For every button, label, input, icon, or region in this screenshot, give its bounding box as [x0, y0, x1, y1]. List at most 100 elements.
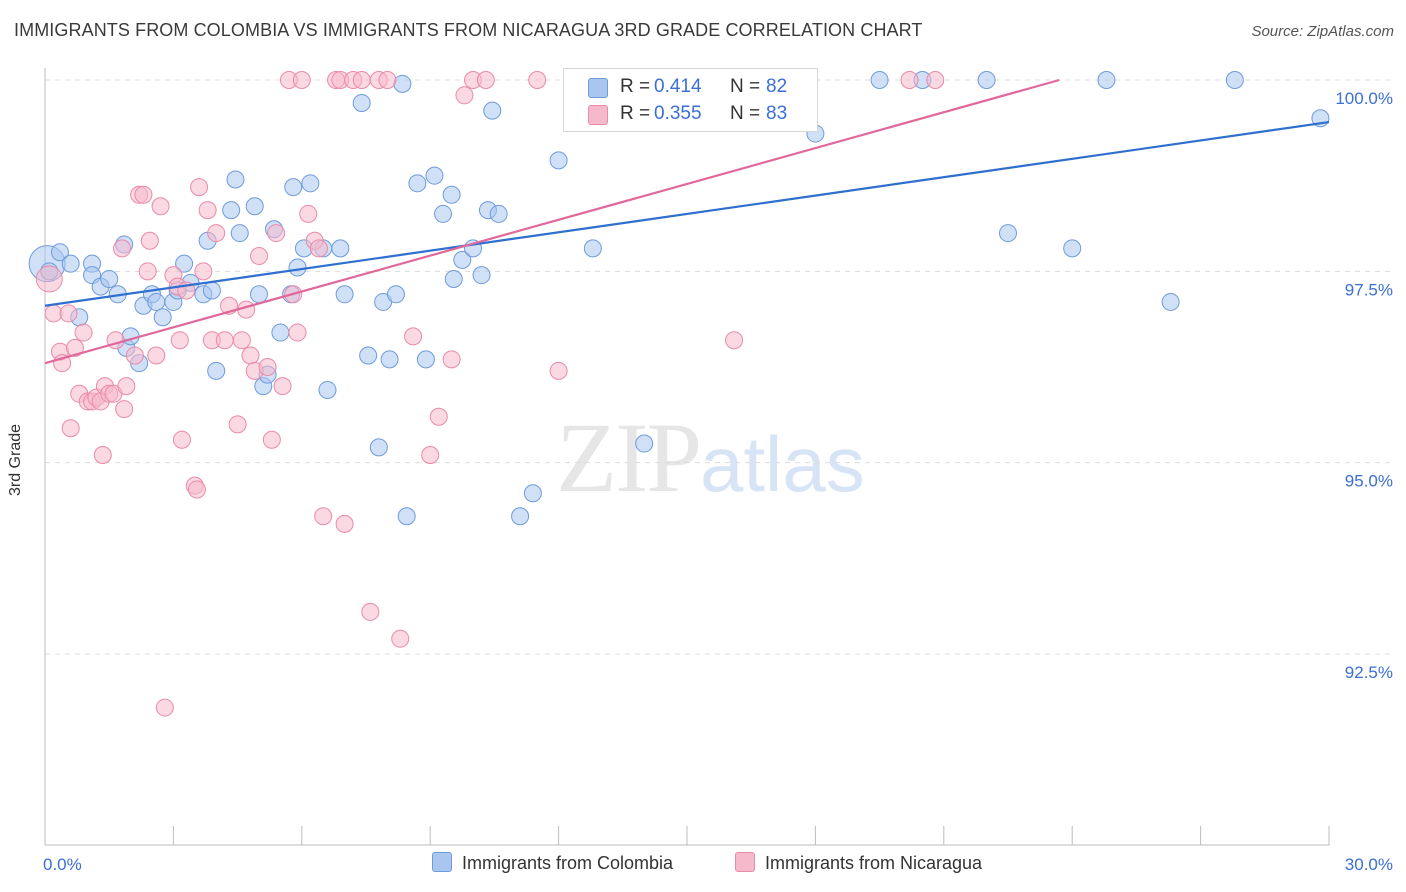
nicaragua-point	[421, 446, 440, 465]
legend-item-nicaragua: Immigrants from Nicaragua	[735, 852, 982, 874]
watermark-zip: ZIP	[556, 402, 702, 513]
colombia-point	[250, 285, 268, 304]
nicaragua-point	[115, 400, 134, 419]
colombia-point	[61, 254, 80, 273]
nicaragua-point	[59, 304, 78, 323]
y-tick-label: 97.5%	[1345, 280, 1393, 299]
nicaragua-point	[258, 358, 277, 376]
nicaragua-point	[117, 377, 136, 396]
nicaragua-legend-swatch	[735, 852, 755, 872]
nicaragua-point	[267, 224, 286, 243]
nicaragua-point	[352, 71, 371, 89]
colombia-point	[635, 434, 654, 453]
nicaragua-point	[228, 415, 247, 434]
colombia-point	[284, 178, 303, 197]
colombia-legend-swatch	[432, 852, 452, 872]
colombia-point	[318, 380, 337, 399]
colombia-point	[352, 93, 371, 112]
r-value: 0.414	[654, 76, 702, 97]
nicaragua-point	[198, 201, 217, 220]
colombia-point	[583, 239, 602, 258]
nicaragua-point	[207, 224, 226, 243]
nicaragua-point	[335, 514, 354, 533]
colombia-point	[511, 507, 530, 526]
colombia-point	[1161, 292, 1180, 311]
nicaragua-point	[74, 323, 93, 342]
watermark: ZIPatlas	[556, 400, 865, 515]
n-label: N =	[730, 76, 761, 97]
nicaragua-point	[361, 602, 380, 621]
nicaragua-point	[455, 86, 474, 105]
colombia-point	[288, 258, 307, 277]
colombia-point	[369, 438, 388, 457]
colombia-point	[50, 243, 69, 262]
nicaragua-point	[113, 239, 132, 258]
colombia-point	[245, 197, 264, 216]
colombia-point	[386, 285, 405, 304]
nicaragua-point	[140, 231, 159, 250]
colombia-point	[408, 174, 427, 193]
x-tick-label: 30.0%	[1345, 855, 1393, 874]
colombia-point	[489, 204, 508, 223]
nicaragua-point	[250, 247, 268, 266]
colombia-point	[359, 346, 378, 365]
colombia-point	[425, 166, 444, 185]
colombia-point	[207, 361, 226, 380]
nicaragua-point	[134, 185, 153, 204]
nicaragua-point	[241, 346, 260, 365]
colombia-point	[380, 350, 399, 369]
nicaragua-point	[35, 265, 63, 293]
nicaragua-point	[288, 323, 307, 342]
colombia-point	[442, 185, 461, 204]
colombia-legend-label: Immigrants from Colombia	[462, 853, 674, 873]
colombia-trend-line	[44, 121, 1330, 307]
nicaragua-point	[262, 430, 281, 449]
colombia-point	[301, 174, 320, 193]
colombia-point	[147, 292, 166, 311]
y-tick-label: 92.5%	[1345, 663, 1393, 682]
n-value: 82	[766, 76, 788, 97]
nicaragua-point	[65, 338, 84, 357]
colombia-point	[977, 71, 996, 89]
colombia-point	[222, 201, 241, 220]
nicaragua-point	[44, 304, 63, 323]
nicaragua-point	[309, 239, 328, 258]
source-credit: Source: ZipAtlas.com	[1251, 23, 1394, 40]
colombia-point	[271, 323, 290, 342]
colombia-point	[397, 507, 416, 526]
colombia-point	[100, 269, 119, 288]
colombia-point	[335, 285, 354, 304]
colombia-point	[483, 101, 502, 120]
colombia-swatch	[588, 78, 608, 98]
nicaragua-point	[549, 361, 568, 380]
r-value: 0.355	[654, 103, 702, 124]
n-value: 83	[766, 103, 788, 124]
r-label: R =	[620, 103, 651, 124]
nicaragua-point	[172, 430, 191, 449]
y-tick-label: 100.0%	[1335, 89, 1393, 108]
nicaragua-point	[170, 331, 189, 350]
colombia-point	[416, 350, 435, 369]
nicaragua-point	[232, 331, 251, 350]
colombia-point	[549, 151, 568, 170]
colombia-point	[331, 239, 350, 258]
nicaragua-point	[125, 346, 144, 365]
nicaragua-point	[442, 350, 461, 369]
nicaragua-point	[292, 71, 311, 89]
nicaragua-swatch	[588, 105, 608, 125]
colombia-point	[523, 484, 542, 503]
nicaragua-point	[147, 346, 166, 365]
nicaragua-point	[314, 507, 333, 526]
correlation-legend: R = 0.414 N = 82 R = 0.355 N = 83	[563, 68, 818, 132]
n-label: N =	[730, 103, 761, 124]
nicaragua-point	[429, 407, 448, 426]
colombia-point	[121, 327, 140, 346]
nicaragua-point	[190, 178, 209, 197]
colombia-point	[1225, 71, 1244, 89]
colombia-point	[999, 224, 1017, 243]
colombia-point	[226, 170, 245, 189]
nicaragua-point	[151, 197, 170, 216]
colombia-point	[175, 254, 194, 273]
nicaragua-point	[528, 71, 547, 89]
